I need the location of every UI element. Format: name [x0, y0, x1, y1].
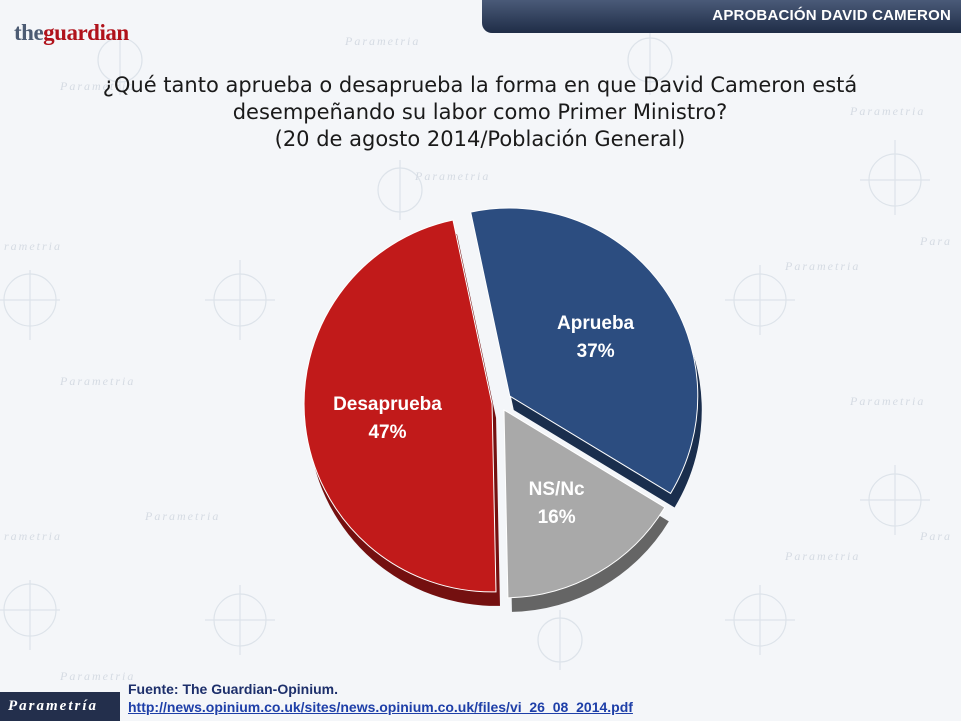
question-line-3: (20 de agosto 2014/Población General) [274, 127, 686, 151]
question-line-1: ¿Qué tanto aprueba o desaprueba la forma… [102, 73, 858, 97]
logo-the: the [14, 20, 44, 45]
header-title: APROBACIÓN DAVID CAMERON [712, 7, 951, 24]
logo-guardian: guardian [43, 20, 129, 45]
guardian-logo: theguardian [14, 20, 129, 46]
svg-text:Parametria: Parametria [784, 549, 860, 563]
svg-text:Parametria: Parametria [849, 104, 925, 118]
svg-text:Parametria: Parametria [59, 374, 135, 388]
svg-text:Parametria: Parametria [144, 509, 220, 523]
svg-text:Para: Para [919, 529, 952, 543]
slice-value-ns-nc: 16% [538, 507, 576, 528]
svg-text:Parametria: Parametria [344, 34, 420, 48]
slice-label-ns-nc: NS/Nc [529, 479, 585, 500]
svg-text:Parametria: Parametria [414, 169, 490, 183]
svg-text:Parametria: Parametria [59, 669, 135, 683]
svg-text:Para: Para [919, 234, 952, 248]
svg-text:rametria: rametria [4, 529, 62, 543]
pie-slice-ns-nc [503, 409, 666, 599]
pie-slice-aprueba [470, 207, 699, 495]
slice-value-aprueba: 37% [577, 341, 615, 362]
svg-text:rametria: rametria [4, 239, 62, 253]
slice-label-aprueba: Aprueba [557, 313, 635, 334]
source-text: Fuente: The Guardian-Opinium. [128, 681, 338, 697]
source-link[interactable]: http://news.opinium.co.uk/sites/news.opi… [128, 699, 633, 715]
slice-value-desaprueba: 47% [368, 422, 406, 443]
svg-text:Parametria: Parametria [849, 394, 925, 408]
question-line-2: desempeñando su labor como Primer Minist… [232, 100, 728, 124]
pie-slice-desaprueba [303, 219, 497, 593]
header-bar: APROBACIÓN DAVID CAMERON [482, 0, 961, 33]
chart-question: ¿Qué tanto aprueba o desaprueba la forma… [80, 72, 880, 153]
slice-label-desaprueba: Desaprueba [333, 394, 442, 415]
svg-text:Parametria: Parametria [59, 79, 135, 93]
parametria-brand-bar: Parametría [0, 692, 120, 721]
parametria-logo: Parametría [8, 698, 98, 714]
svg-text:Parametria: Parametria [784, 259, 860, 273]
